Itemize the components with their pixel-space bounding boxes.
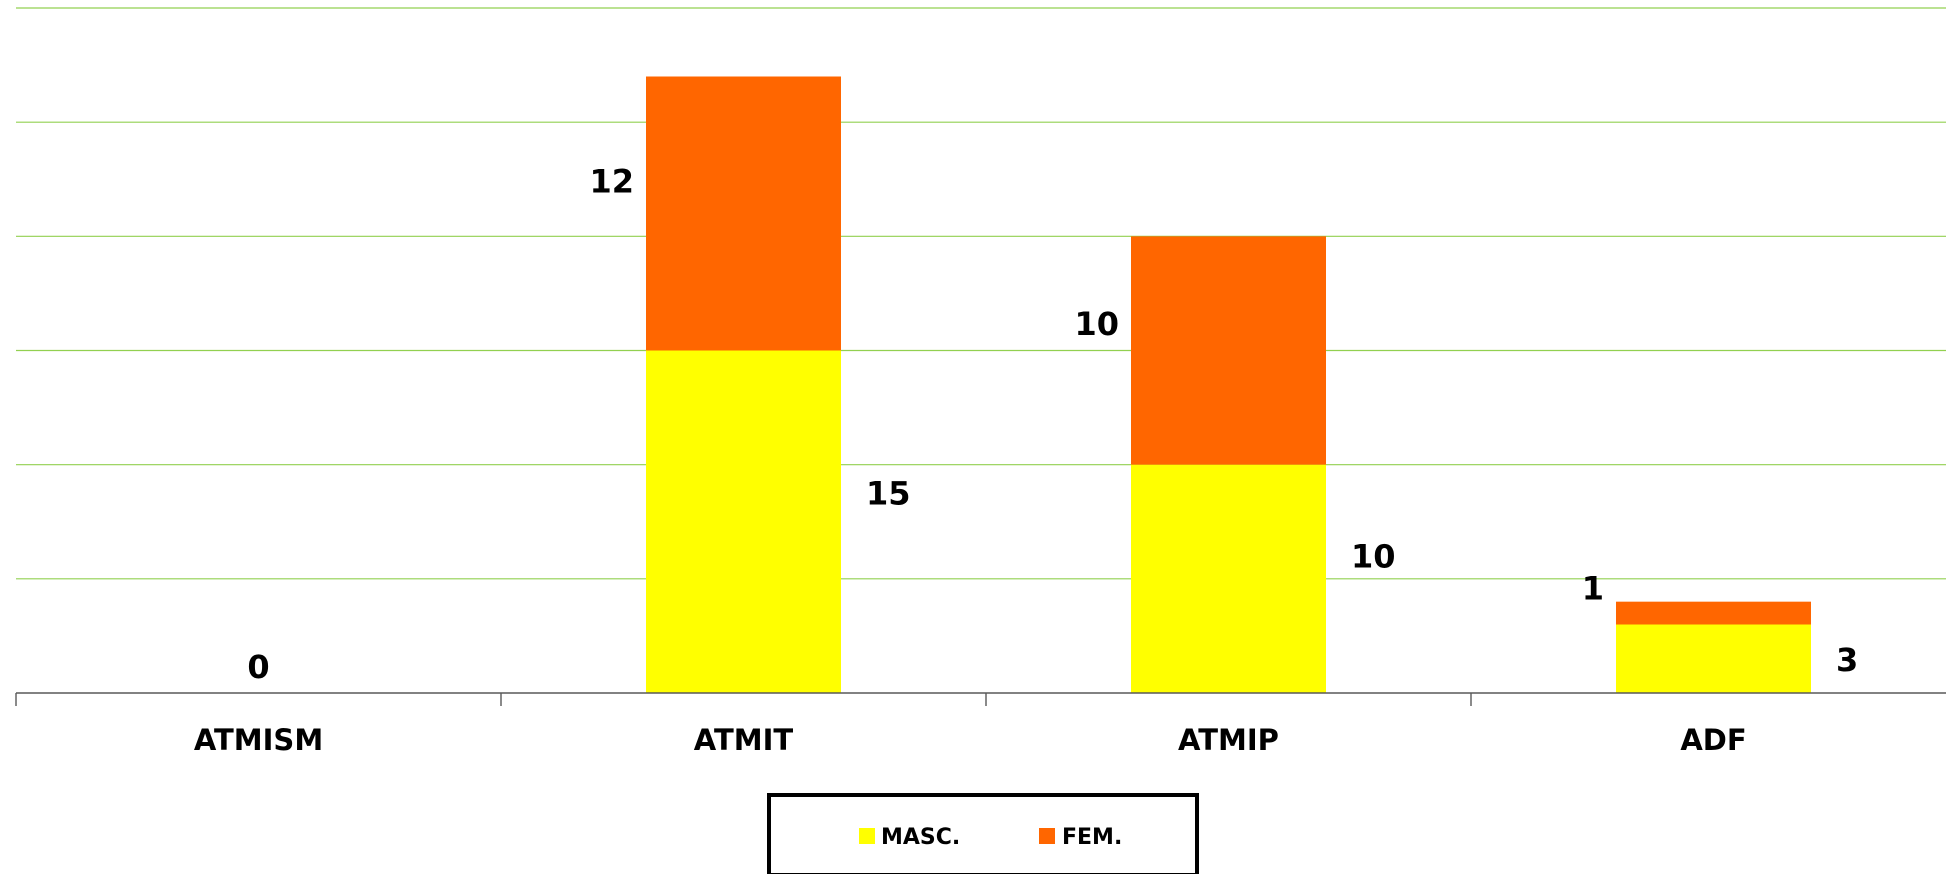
bar-atmip-masc: [1131, 464, 1326, 693]
legend-label-masc: MASC.: [881, 825, 960, 850]
data-label-adf-masc: 3: [1836, 641, 1858, 679]
bar-atmip-fem: [1131, 236, 1326, 465]
x-tick-label-atmism: ATMISM: [194, 723, 323, 757]
data-label-atmit-masc: 15: [866, 475, 911, 513]
x-tick-label-atmit: ATMIT: [694, 723, 794, 757]
data-label-atmit-fem: 12: [589, 163, 634, 201]
gridlines: [16, 7, 1946, 580]
data-label-adf-fem: 1: [1582, 570, 1604, 608]
x-axis: ATMISM ATMIT ATMIP ADF: [15, 692, 1946, 757]
bar-atmit-fem: [646, 76, 841, 351]
legend: MASC. FEM.: [767, 793, 1199, 874]
legend-swatch-masc: [859, 828, 875, 844]
data-label-atmip-fem: 10: [1074, 305, 1119, 343]
legend-frame: [767, 793, 1199, 874]
legend-label-fem: FEM.: [1062, 825, 1122, 850]
data-labels: 0 15 12 10 10 3 1: [247, 163, 1858, 686]
bars: [646, 76, 1811, 693]
legend-swatch-fem: [1039, 828, 1055, 844]
bar-adf-masc: [1616, 624, 1811, 693]
data-label-atmip-masc: 10: [1351, 537, 1396, 575]
bar-adf-fem: [1616, 601, 1811, 625]
data-label-atmism-masc: 0: [247, 648, 269, 686]
x-tick-label-adf: ADF: [1680, 723, 1746, 757]
x-tick-label-atmip: ATMIP: [1178, 723, 1279, 757]
bar-atmit-masc: [646, 350, 841, 693]
